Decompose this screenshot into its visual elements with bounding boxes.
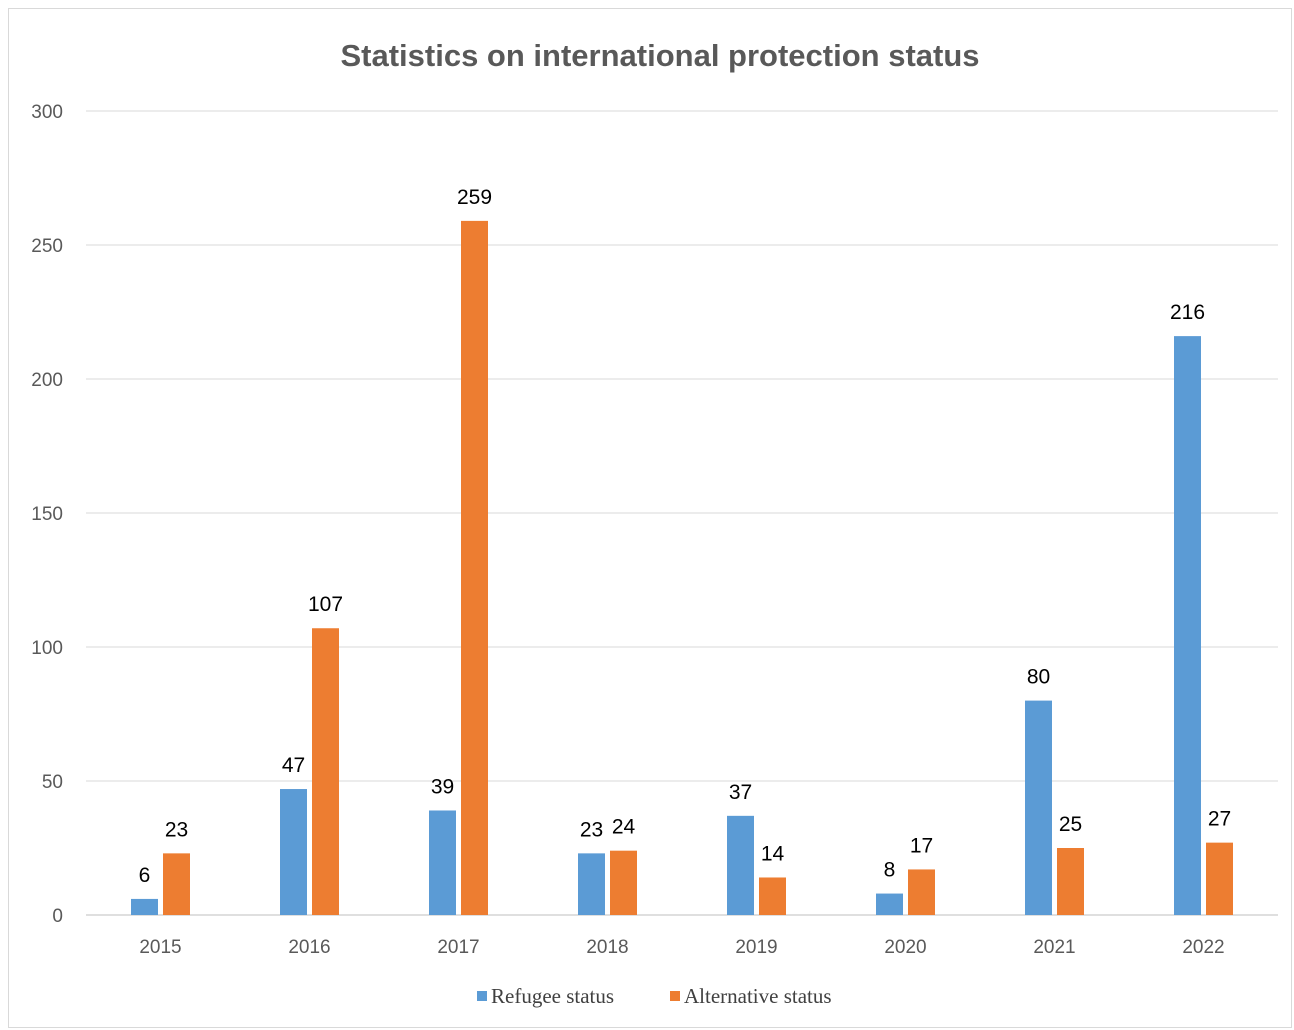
data-label: 23 xyxy=(165,818,188,841)
bar-alternative-status-2016 xyxy=(312,628,339,915)
data-label: 107 xyxy=(308,593,343,616)
x-tick-label: 2020 xyxy=(884,937,926,958)
bars xyxy=(131,220,1233,915)
data-label: 37 xyxy=(729,781,752,804)
x-tick-label: 2015 xyxy=(139,937,181,958)
x-axis: 2015 2016 2017 2018 2019 2020 2021 2022 xyxy=(139,937,1224,958)
legend-swatch xyxy=(477,991,487,1001)
legend-item-refugee-status: Refugee status xyxy=(477,984,614,1008)
data-label: 259 xyxy=(457,186,492,209)
y-tick-label: 250 xyxy=(31,236,63,257)
bar-alternative-status-2018 xyxy=(610,850,637,915)
legend-item-alternative-status: Alternative status xyxy=(670,984,832,1008)
data-label: 39 xyxy=(431,775,454,798)
bar-refugee-status-2020 xyxy=(876,893,903,915)
legend-label: Alternative status xyxy=(684,984,832,1008)
data-label: 24 xyxy=(612,816,636,839)
y-tick-label: 150 xyxy=(31,504,63,525)
x-tick-label: 2016 xyxy=(288,937,330,958)
legend: Refugee status Alternative status xyxy=(477,984,832,1008)
bar-alternative-status-2021 xyxy=(1057,848,1084,915)
data-label: 25 xyxy=(1059,813,1082,836)
x-tick-label: 2022 xyxy=(1182,937,1224,958)
data-label: 80 xyxy=(1027,666,1050,689)
data-label: 216 xyxy=(1170,301,1205,324)
bar-refugee-status-2019 xyxy=(727,815,754,915)
bar-refugee-status-2015 xyxy=(131,898,158,915)
data-label: 23 xyxy=(580,818,603,841)
bar-refugee-status-2016 xyxy=(280,789,307,915)
bar-alternative-status-2015 xyxy=(163,853,190,915)
data-label: 47 xyxy=(282,754,305,777)
bar-alternative-status-2019 xyxy=(759,877,786,915)
bar-alternative-status-2017 xyxy=(461,220,488,915)
y-tick-label: 0 xyxy=(52,906,63,927)
bar-refugee-status-2021 xyxy=(1025,700,1052,915)
data-label: 17 xyxy=(910,834,933,857)
x-tick-label: 2018 xyxy=(586,937,628,958)
legend-swatch xyxy=(670,991,680,1001)
bar-refugee-status-2022 xyxy=(1174,336,1201,915)
data-label: 27 xyxy=(1208,808,1231,831)
data-label: 6 xyxy=(139,864,151,887)
x-tick-label: 2021 xyxy=(1033,937,1075,958)
chart-title: Statistics on international protection s… xyxy=(340,38,979,73)
bar-refugee-status-2018 xyxy=(578,853,605,915)
y-tick-label: 300 xyxy=(31,102,63,123)
data-labels: 6 23 47 107 39 259 23 24 37 14 8 17 80 25 216 27 xyxy=(139,186,1232,887)
data-label: 14 xyxy=(761,842,785,865)
y-axis: 0 50 100 150 200 250 300 xyxy=(31,102,63,927)
bar-alternative-status-2022 xyxy=(1206,842,1233,915)
y-tick-label: 100 xyxy=(31,638,63,659)
x-tick-label: 2019 xyxy=(735,937,777,958)
bar-refugee-status-2017 xyxy=(429,810,456,915)
legend-label: Refugee status xyxy=(491,984,614,1008)
bar-alternative-status-2020 xyxy=(908,869,935,915)
x-tick-label: 2017 xyxy=(437,937,479,958)
gridlines xyxy=(86,110,1278,916)
y-tick-label: 200 xyxy=(31,370,63,391)
data-label: 8 xyxy=(884,859,896,882)
y-tick-label: 50 xyxy=(42,772,63,793)
